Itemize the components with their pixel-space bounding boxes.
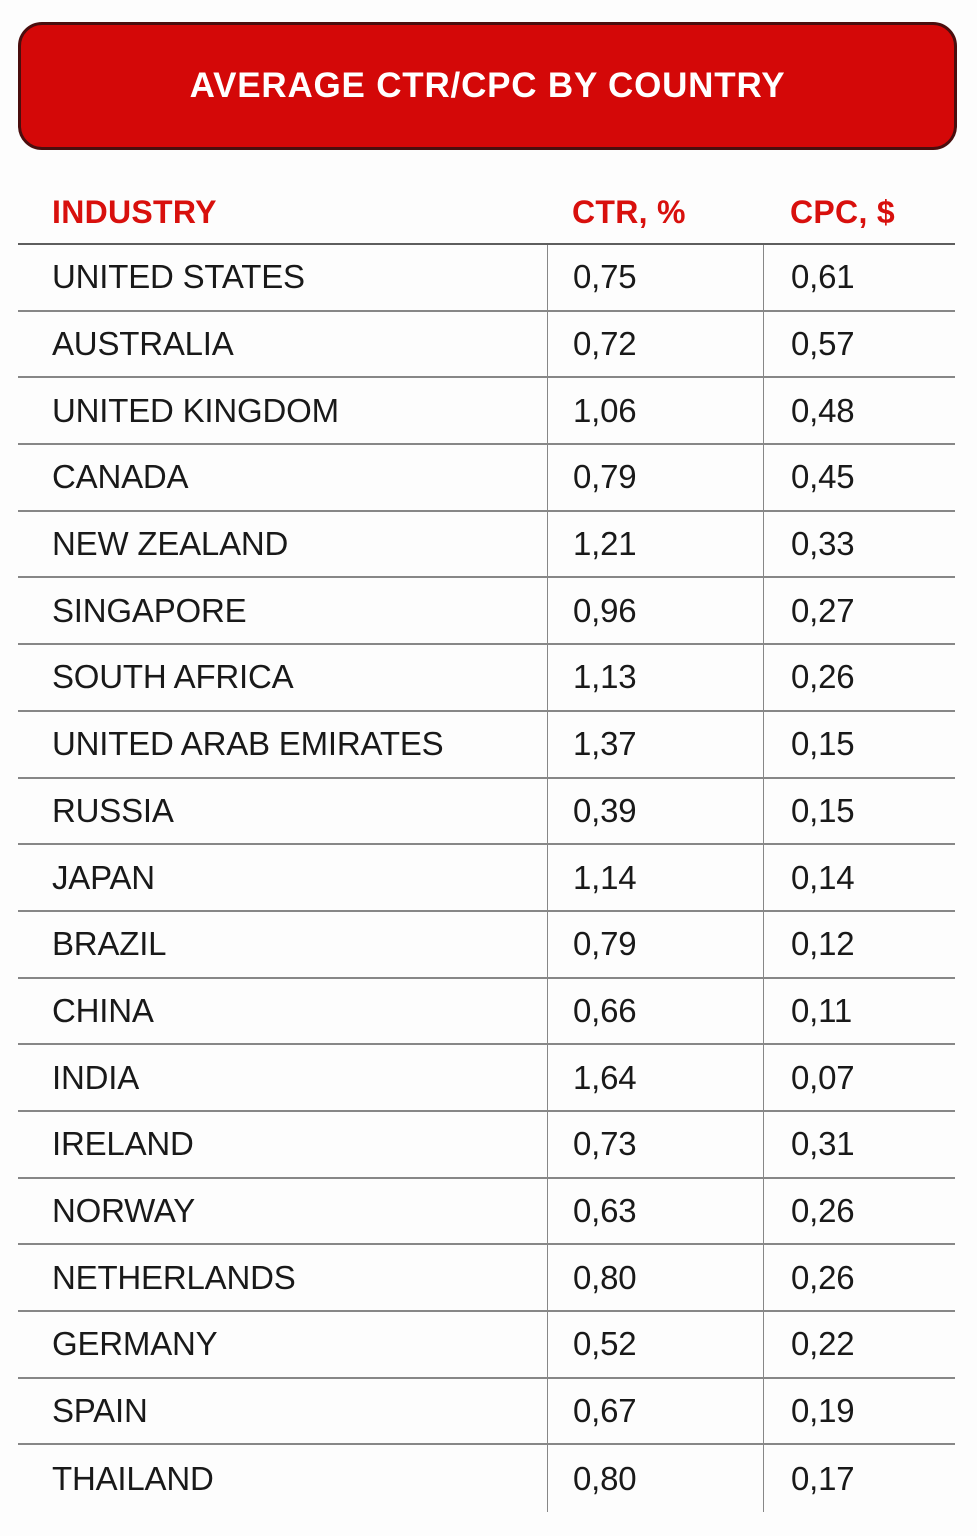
cell-country: INDIA [52, 1058, 140, 1096]
cell-cpc-value: 0,26 [763, 1245, 955, 1310]
cell-ctr-value: 1,21 [547, 511, 763, 577]
cell-cpc-value: 0,45 [763, 445, 955, 510]
header-ctr: CTR, % [572, 194, 686, 230]
cell-country: SOUTH AFRICA [52, 658, 294, 696]
cell-country: CANADA [52, 458, 189, 496]
cell-country: NEW ZEALAND [52, 525, 289, 563]
cell-cpc-value: 0,57 [763, 311, 955, 377]
cell-ctr-value: 0,75 [547, 245, 763, 310]
cell-ctr-value: 0,39 [547, 778, 763, 844]
cell-cpc-value: 0,26 [763, 1178, 955, 1244]
cell-ctr-value: 0,63 [547, 1178, 763, 1244]
cell-country: SPAIN [52, 1392, 148, 1430]
cell-ctr-value: 0,66 [547, 978, 763, 1044]
table-row: BRAZIL 0,79 0,12 [18, 911, 955, 979]
cell-cpc-value: 0,31 [763, 1111, 955, 1177]
header-cpc: CPC, $ [790, 194, 895, 230]
table-row: UNITED ARAB EMIRATES 1,37 0,15 [18, 711, 955, 779]
cell-country: JAPAN [52, 858, 155, 896]
cell-country: UNITED KINGDOM [52, 391, 339, 429]
cell-ctr-value: 1,13 [547, 645, 763, 710]
cell-ctr-value: 1,64 [547, 1045, 763, 1110]
cell-ctr-value: 0,79 [547, 445, 763, 510]
table-row: CHINA 0,66 0,11 [18, 978, 955, 1046]
table-row: THAILAND 0,80 0,17 [18, 1445, 955, 1513]
cell-country: AUSTRALIA [52, 325, 234, 363]
table-row: SPAIN 0,67 0,19 [18, 1378, 955, 1446]
cell-cpc-value: 0,11 [763, 978, 955, 1044]
cell-ctr-value: 1,06 [547, 378, 763, 444]
cell-ctr-value: 0,96 [547, 578, 763, 644]
cell-cpc-value: 0,61 [763, 245, 955, 310]
cell-cpc-value: 0,27 [763, 578, 955, 644]
cell-ctr-value: 1,14 [547, 845, 763, 910]
cell-cpc-value: 0,22 [763, 1312, 955, 1377]
table-row: SOUTH AFRICA 1,13 0,26 [18, 645, 955, 712]
data-table: INDUSTRY CTR, % CPC, $ UNITED STATES 0,7… [18, 150, 955, 1513]
cell-cpc-value: 0,07 [763, 1045, 955, 1110]
cell-ctr-value: 0,72 [547, 311, 763, 377]
table-row: CANADA 0,79 0,45 [18, 445, 955, 512]
cell-country: IRELAND [52, 1125, 194, 1163]
table-row: UNITED KINGDOM 1,06 0,48 [18, 378, 955, 446]
cell-cpc-value: 0,19 [763, 1378, 955, 1444]
table-row: NETHERLANDS 0,80 0,26 [18, 1245, 955, 1312]
cell-cpc-value: 0,12 [763, 911, 955, 977]
cell-country: THAILAND [52, 1459, 214, 1497]
cell-ctr-value: 0,80 [547, 1445, 763, 1513]
cell-cpc-value: 0,17 [763, 1445, 955, 1513]
table-row: NEW ZEALAND 1,21 0,33 [18, 511, 955, 579]
page-title: AVERAGE CTR/CPC BY COUNTRY [189, 66, 786, 105]
table-row: NORWAY 0,63 0,26 [18, 1178, 955, 1246]
table-row: UNITED STATES 0,75 0,61 [18, 245, 955, 312]
cell-country: RUSSIA [52, 791, 174, 829]
cell-ctr-value: 1,37 [547, 711, 763, 777]
cell-cpc-value: 0,33 [763, 511, 955, 577]
cell-ctr-value: 0,79 [547, 911, 763, 977]
cell-cpc-value: 0,26 [763, 645, 955, 710]
table-row: INDIA 1,64 0,07 [18, 1045, 955, 1112]
table-row: GERMANY 0,52 0,22 [18, 1312, 955, 1379]
table-header-row: INDUSTRY CTR, % CPC, $ [18, 150, 955, 245]
cell-ctr-value: 0,80 [547, 1245, 763, 1310]
cell-cpc-value: 0,15 [763, 711, 955, 777]
cell-country: SINGAPORE [52, 591, 247, 629]
cell-country: UNITED STATES [52, 258, 305, 296]
cell-country: NORWAY [52, 1191, 196, 1229]
table-row: AUSTRALIA 0,72 0,57 [18, 311, 955, 379]
cell-country: BRAZIL [52, 925, 167, 963]
cell-cpc-value: 0,15 [763, 778, 955, 844]
table-row: IRELAND 0,73 0,31 [18, 1111, 955, 1179]
cell-cpc-value: 0,14 [763, 845, 955, 910]
table-row: RUSSIA 0,39 0,15 [18, 778, 955, 846]
table-row: JAPAN 1,14 0,14 [18, 845, 955, 912]
cell-country: NETHERLANDS [52, 1258, 296, 1296]
cell-country: GERMANY [52, 1325, 218, 1363]
title-banner: AVERAGE CTR/CPC BY COUNTRY [18, 22, 957, 150]
table-row: SINGAPORE 0,96 0,27 [18, 578, 955, 646]
header-industry: INDUSTRY [52, 194, 217, 230]
cell-ctr-value: 0,73 [547, 1111, 763, 1177]
cell-country: CHINA [52, 991, 154, 1029]
cell-country: UNITED ARAB EMIRATES [52, 725, 444, 763]
cell-ctr-value: 0,52 [547, 1312, 763, 1377]
table-body: UNITED STATES 0,75 0,61 AUSTRALIA 0,72 0… [18, 245, 955, 1513]
cell-ctr-value: 0,67 [547, 1378, 763, 1444]
cell-cpc-value: 0,48 [763, 378, 955, 444]
